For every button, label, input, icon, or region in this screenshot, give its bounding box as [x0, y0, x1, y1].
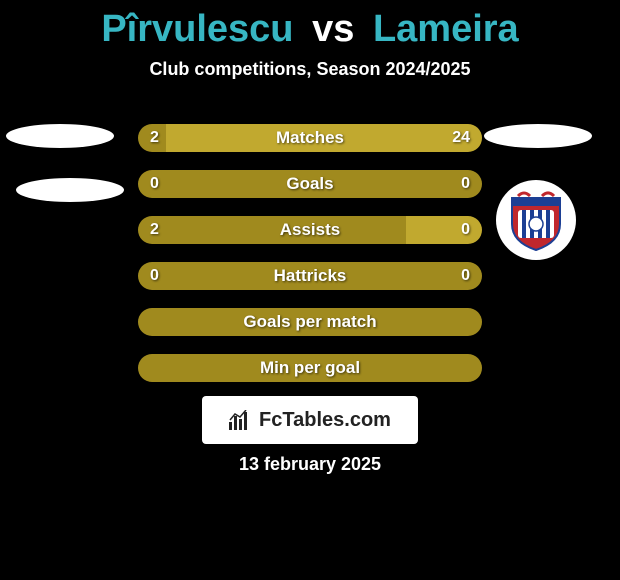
stat-value-right: 0 — [461, 262, 470, 290]
player-left-name: Pîrvulescu — [101, 8, 293, 50]
stat-row: Matches2 24 — [138, 124, 482, 152]
fctables-logo-icon — [229, 410, 253, 430]
stat-value-left: 2 — [150, 124, 159, 152]
stat-label: Hattricks — [138, 262, 482, 290]
stat-value-left: 2 — [150, 216, 159, 244]
stat-row: Min per goal — [138, 354, 482, 382]
title-connector: vs — [312, 8, 354, 50]
stat-label: Matches — [138, 124, 482, 152]
stat-row: Goals0 0 — [138, 170, 482, 198]
stat-label: Goals per match — [138, 308, 482, 336]
stat-row: Goals per match — [138, 308, 482, 336]
stat-value-right: 24 — [452, 124, 470, 152]
comparison-title: Pîrvulescu vs Lameira — [0, 0, 620, 51]
stat-label: Min per goal — [138, 354, 482, 382]
decorative-ellipse — [6, 124, 114, 148]
club-crest — [496, 180, 576, 260]
stat-label: Assists — [138, 216, 482, 244]
otelul-galati-crest-icon — [504, 188, 568, 252]
stat-value-right: 0 — [461, 216, 470, 244]
player-right-name: Lameira — [373, 8, 519, 50]
fctables-watermark: FcTables.com — [202, 396, 418, 444]
stat-row: Hattricks0 0 — [138, 262, 482, 290]
stat-value-left: 0 — [150, 170, 159, 198]
stat-label: Goals — [138, 170, 482, 198]
stats-area: Matches224Goals00Assists20Hattricks00Goa… — [138, 124, 482, 400]
fctables-text: FcTables.com — [259, 409, 391, 432]
stat-value-left: 0 — [150, 262, 159, 290]
stat-row: Assists2 0 — [138, 216, 482, 244]
decorative-ellipse — [16, 178, 124, 202]
comparison-subtitle: Club competitions, Season 2024/2025 — [0, 59, 620, 80]
stat-value-right: 0 — [461, 170, 470, 198]
comparison-date: 13 february 2025 — [0, 454, 620, 475]
decorative-ellipse — [484, 124, 592, 148]
